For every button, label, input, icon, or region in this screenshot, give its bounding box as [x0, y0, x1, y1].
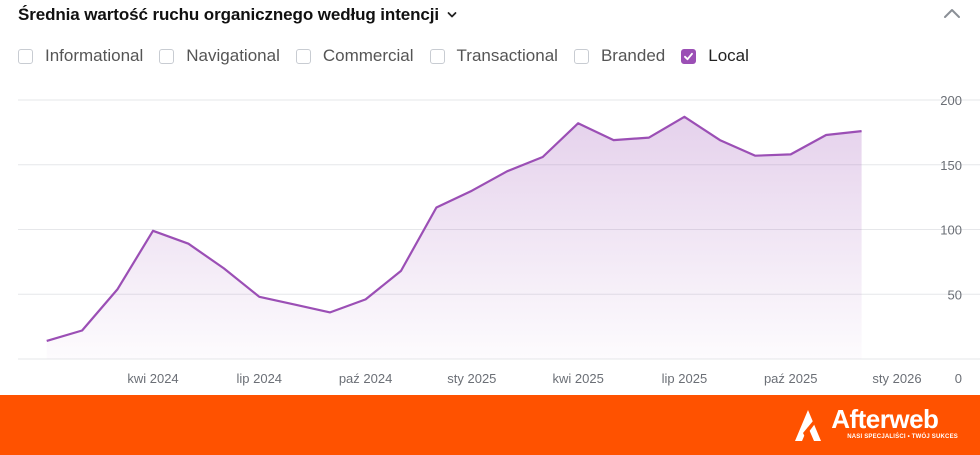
brand-logo: Afterweb NASI SPECJALIŚCI • TWÓJ SUKCES — [791, 405, 958, 443]
data-point[interactable] — [182, 238, 194, 250]
data-point[interactable] — [147, 225, 159, 237]
legend-item-informational[interactable]: Informational — [18, 46, 143, 66]
legend-label: Local — [708, 46, 749, 65]
intent-legend: Informational Navigational Commercial Tr… — [18, 46, 765, 66]
data-point[interactable] — [360, 293, 372, 305]
legend-label: Transactional — [456, 46, 558, 65]
area-chart: 0 50 100 150 200 kwi 2024 lip 2024 paź 2024 sty… — [18, 93, 980, 386]
checkbox[interactable] — [159, 48, 175, 64]
data-point[interactable] — [749, 150, 761, 162]
chart-header: Średnia wartość ruchu organicznego wedłu… — [18, 5, 457, 25]
x-tick-label: kwi 2024 — [127, 371, 178, 386]
x-tick-label: lip 2024 — [237, 371, 283, 386]
data-point[interactable] — [76, 325, 88, 337]
legend-label: Commercial — [322, 46, 414, 65]
data-point[interactable] — [820, 129, 832, 141]
data-point[interactable] — [785, 148, 797, 160]
data-point[interactable] — [572, 117, 584, 129]
data-point[interactable] — [430, 202, 442, 214]
x-tick-label: lip 2025 — [662, 371, 708, 386]
data-point[interactable] — [643, 132, 655, 144]
data-point[interactable] — [501, 165, 513, 177]
data-point[interactable] — [112, 283, 124, 295]
series-area-fill — [46, 116, 862, 359]
data-point[interactable] — [218, 262, 230, 274]
checkbox-checked[interactable] — [681, 48, 697, 64]
data-point[interactable] — [714, 134, 726, 146]
y-tick-label: 0 — [955, 371, 962, 386]
data-point[interactable] — [608, 134, 620, 146]
checkbox[interactable] — [295, 48, 311, 64]
data-point[interactable] — [466, 185, 478, 197]
chart-title: Średnia wartość ruchu organicznego wedłu… — [18, 5, 440, 24]
checkbox[interactable] — [18, 48, 33, 64]
legend-label: Navigational — [186, 46, 280, 65]
checkbox[interactable] — [573, 48, 589, 64]
data-point[interactable] — [537, 151, 549, 163]
brand-tagline: NASI SPECJALIŚCI • TWÓJ SUKCES — [847, 434, 958, 440]
y-tick-label: 100 — [940, 223, 962, 238]
afterweb-logo-icon — [795, 410, 822, 441]
data-point[interactable] — [678, 111, 690, 123]
x-tick-label: sty 2025 — [447, 371, 496, 386]
data-point[interactable] — [41, 335, 53, 347]
legend-item-commercial[interactable]: Commercial — [295, 46, 414, 66]
y-axis-labels: 0 50 100 150 200 — [940, 93, 962, 386]
legend-item-transactional[interactable]: Transactional — [429, 46, 558, 66]
legend-label: Informational — [45, 46, 144, 65]
footer-banner: Afterweb NASI SPECJALIŚCI • TWÓJ SUKCES — [0, 395, 980, 455]
series-line-local[interactable] — [46, 115, 862, 342]
data-point[interactable] — [395, 265, 407, 277]
x-tick-label: paź 2025 — [764, 371, 818, 386]
data-point[interactable] — [324, 306, 336, 318]
chevron-up-icon[interactable] — [942, 6, 962, 22]
legend-item-branded[interactable]: Branded — [573, 46, 666, 66]
y-tick-label: 50 — [948, 287, 962, 302]
legend-item-local[interactable]: Local — [681, 46, 749, 66]
series-area-layer — [46, 115, 862, 359]
check-icon — [684, 52, 694, 60]
y-tick-label: 150 — [940, 158, 962, 173]
checkbox[interactable] — [429, 48, 445, 64]
data-point[interactable] — [289, 299, 301, 311]
x-tick-label: paź 2024 — [339, 371, 393, 386]
x-tick-label: kwi 2025 — [552, 371, 603, 386]
data-point[interactable] — [253, 291, 265, 303]
chevron-down-icon[interactable] — [447, 10, 457, 20]
legend-item-navigational[interactable]: Navigational — [159, 46, 280, 66]
brand-name: Afterweb — [831, 404, 939, 434]
data-point[interactable] — [856, 125, 868, 137]
y-tick-label: 200 — [940, 93, 962, 108]
x-axis-labels: kwi 2024 lip 2024 paź 2024 sty 2025 kwi 2025… — [127, 371, 921, 386]
x-tick-label: sty 2026 — [872, 371, 921, 386]
legend-label: Branded — [600, 46, 666, 65]
